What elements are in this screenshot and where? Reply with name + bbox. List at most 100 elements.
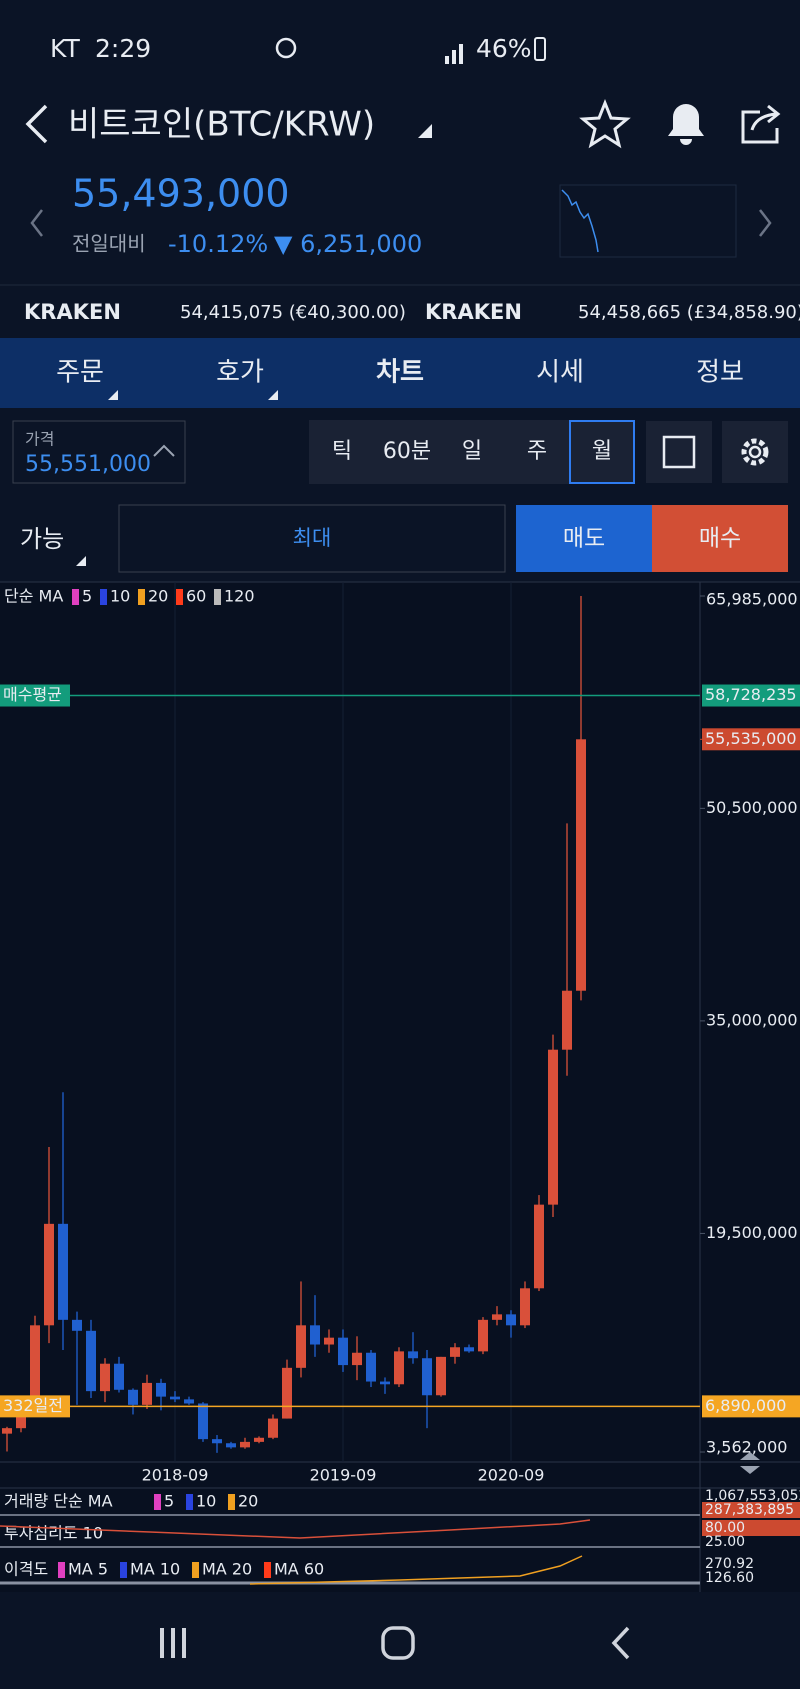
home-button[interactable] — [381, 1626, 415, 1660]
y-tick-label: 3,562,000 — [706, 1438, 787, 1457]
layout-button[interactable] — [646, 421, 712, 483]
candle-body — [324, 1337, 334, 1345]
y-tick-label: 35,000,000 — [706, 1010, 798, 1029]
panel-swatch — [192, 1562, 199, 1578]
candle-body — [282, 1367, 292, 1419]
candle-body — [478, 1319, 488, 1352]
candle-body — [562, 990, 572, 1050]
candle-body — [394, 1351, 404, 1385]
panel-swatch — [154, 1494, 161, 1510]
title-dropdown[interactable] — [418, 124, 432, 138]
panel-value-tag — [702, 1520, 800, 1536]
candle-body — [576, 739, 586, 991]
alarm-button[interactable] — [668, 104, 704, 145]
legend-title: 단순 MA — [4, 587, 63, 606]
tab-arrow — [268, 390, 278, 400]
price-tag — [702, 728, 800, 751]
candle-body — [142, 1382, 152, 1405]
mini-chart — [561, 189, 599, 253]
candle-body — [114, 1363, 124, 1390]
candle-body — [156, 1382, 166, 1397]
sell-button[interactable] — [516, 505, 652, 572]
candle-body — [198, 1403, 208, 1440]
panel-item: 5 — [164, 1492, 174, 1511]
back-nav[interactable] — [611, 1626, 630, 1660]
price-tag-label: 58,728,235 — [705, 685, 797, 704]
panel-value: 25.00 — [705, 1534, 745, 1550]
candle-body — [506, 1314, 516, 1326]
change-percent: -10.12% — [168, 230, 268, 258]
interval-label: 월 — [592, 439, 612, 464]
candle-body — [464, 1347, 474, 1352]
coin-title[interactable]: 비트코인(BTC/KRW) — [68, 105, 375, 145]
candle-body — [226, 1443, 236, 1448]
legend-swatch — [138, 589, 145, 605]
legend-label: 60 — [186, 587, 206, 606]
candle-body — [30, 1325, 40, 1407]
candle-body — [520, 1288, 530, 1326]
price-line-tag — [0, 684, 70, 707]
tab[interactable]: 정보 — [696, 358, 744, 388]
candle-body — [310, 1325, 320, 1345]
legend-swatch — [100, 589, 107, 605]
price-tag-label: 55,535,000 — [705, 729, 797, 748]
tab-arrow — [108, 390, 118, 400]
change-label: 전일대비 — [72, 232, 146, 256]
y-tick-label: 65,985,000 — [706, 590, 798, 609]
candle-body — [2, 1428, 12, 1434]
candle-body — [296, 1325, 306, 1368]
candle-body — [240, 1441, 250, 1448]
interval-button[interactable] — [504, 420, 570, 484]
share-button[interactable] — [741, 104, 781, 144]
interval-button[interactable] — [374, 420, 440, 484]
interval-button[interactable] — [569, 420, 635, 484]
resize-handle[interactable] — [740, 1452, 760, 1460]
tabs: 주문 호가 차트 시세 정보 — [56, 358, 744, 388]
recent-apps[interactable] — [160, 1628, 186, 1658]
available-label: 가능 — [20, 525, 64, 553]
candle-body — [436, 1356, 446, 1396]
y-tick-label: 19,500,000 — [706, 1223, 798, 1242]
tab[interactable]: 호가 — [216, 358, 264, 388]
buy-button[interactable] — [652, 505, 788, 572]
sell-label: 매도 — [563, 526, 605, 552]
interval-label: 60분 — [383, 439, 431, 464]
available-arrow — [76, 556, 86, 566]
price-box[interactable] — [12, 420, 186, 484]
price-tag-label: 6,890,000 — [705, 1396, 786, 1415]
candle-body — [58, 1223, 68, 1320]
tab[interactable]: 시세 — [536, 358, 584, 388]
max-box[interactable] — [118, 504, 506, 573]
back-button[interactable] — [25, 104, 48, 144]
tab[interactable]: 주문 — [56, 358, 104, 388]
legend-swatch — [214, 589, 221, 605]
price-box-arrow[interactable] — [153, 444, 175, 457]
panel-item: MA 10 — [130, 1560, 180, 1579]
candle-body — [184, 1399, 194, 1404]
legend-label: 20 — [148, 587, 168, 606]
resize-handle[interactable] — [740, 1466, 760, 1474]
next-coin[interactable] — [759, 209, 772, 237]
interval-button[interactable] — [309, 420, 375, 484]
battery-level: 46% — [476, 34, 532, 63]
change-amount: ▼ 6,251,000 — [274, 230, 422, 258]
price-box-value: 55,551,000 — [25, 452, 151, 477]
candle-body — [44, 1223, 54, 1326]
interval-label: 일 — [462, 439, 482, 464]
favorite-button[interactable] — [579, 98, 631, 149]
price-line-tag — [0, 1395, 70, 1418]
panel-value: 80.00 — [705, 1520, 745, 1536]
prev-coin[interactable] — [30, 209, 43, 237]
panel-swatch — [264, 1562, 271, 1578]
nav-bar — [0, 1592, 800, 1689]
exchange-name: KRAKEN — [425, 300, 522, 324]
mini-chart-frame — [559, 184, 737, 258]
tab[interactable]: 차트 — [376, 358, 424, 388]
x-tick-label: 2018-09 — [142, 1466, 209, 1485]
settings-button[interactable] — [722, 421, 788, 483]
candle-body — [268, 1418, 278, 1438]
legend-label: 5 — [82, 587, 92, 606]
x-tick-label: 2019-09 — [310, 1466, 377, 1485]
interval-group: 틱 60분 일 주 월 — [309, 420, 635, 484]
